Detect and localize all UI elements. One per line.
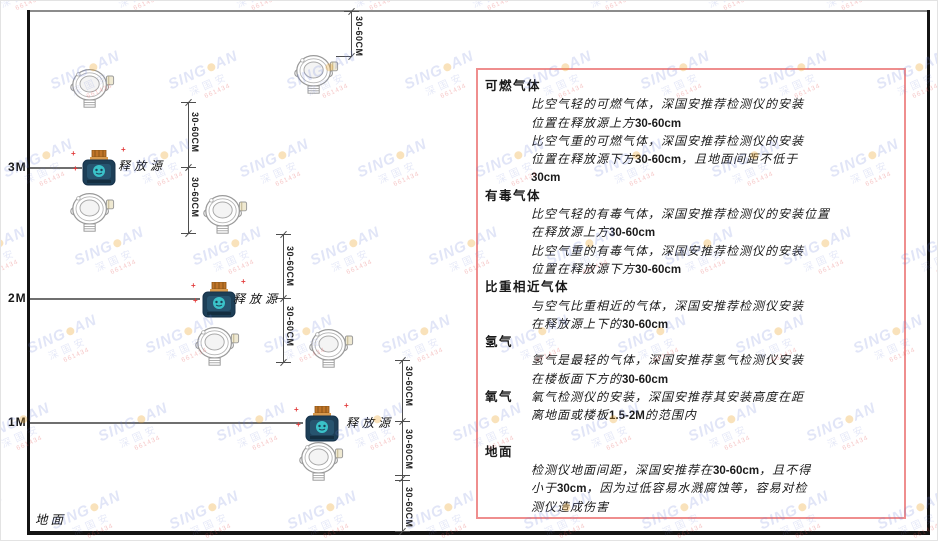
section-heading: 比重相近气体 (485, 280, 570, 295)
release-source-icon (79, 150, 119, 186)
text-line: 检测仪地面间距，深国安推荐在30-60cm，且不得 (531, 462, 812, 477)
text-line: 在释放源上下的30-60cm (531, 316, 669, 331)
text-line: 在楼板面下方的30-60cm (531, 371, 669, 386)
section-heading: 氢气 (485, 335, 514, 350)
panel-section: 可燃气体比空气轻的可燃气体，深国安推荐检测仪的安装 位置在释放源上方30-60cm… (485, 77, 896, 187)
dimension-label: 30-60CM (285, 306, 295, 347)
sparkle-icon: + (241, 277, 246, 286)
dimension-label: 30-60CM (190, 177, 200, 218)
installation-guideline-panel: 可燃气体比空气轻的可燃气体，深国安推荐检测仪的安装 位置在释放源上方30-60cm… (476, 68, 906, 519)
text-line: 位置在释放源下方30-60cm (531, 261, 682, 276)
height-label-3m: 3M (8, 160, 27, 174)
text-line: 离地面或楼板1.5-2M的范围内 (531, 408, 697, 423)
height-line-2m (30, 298, 200, 300)
sparkle-icon: + (344, 401, 349, 410)
gas-detector-icon (194, 326, 240, 366)
sparkle-icon: + (73, 164, 78, 173)
ceiling-line (28, 10, 929, 12)
panel-section: 氢气氢气是最轻的气体，深国安推荐氢气检测仪安装 在楼板面下方的30-60cm (485, 333, 896, 388)
section-paragraph: 比空气重的可燃气体，深国安推荐检测仪的安装 位置在释放源下方30-60cm，且地面… (531, 132, 896, 187)
text-line: 测仪造成伤害 (531, 499, 610, 514)
dimension-label: 30-60CM (190, 112, 200, 153)
panel-sections: 可燃气体比空气轻的可燃气体，深国安推荐检测仪的安装 位置在释放源上方30-60cm… (485, 77, 896, 516)
release-source-label: 释放源 (346, 416, 395, 430)
height-label-2m: 2M (8, 291, 27, 305)
section-paragraph: 氢气是最轻的气体，深国安推荐氢气检测仪安装 在楼板面下方的30-60cm (531, 351, 896, 388)
text-line: 比空气重的有毒气体，深国安推荐检测仪的安装 (531, 243, 805, 258)
release-source-icon (302, 406, 342, 442)
text-line: 位置在释放源下方30-60cm，且地面间距不低于 (531, 152, 799, 167)
dimension-tick (395, 480, 410, 481)
section-heading: 有毒气体 (485, 188, 542, 203)
dimension-label: 30-60CM (404, 429, 414, 470)
panel-section: 氧气 氧气检测仪的安装，深国安推荐其安装高度在距 离地面或楼板1.5-2M的范围内 (485, 388, 896, 425)
section-paragraph: 比空气轻的有毒气体，深国安推荐检测仪的安装位置 在释放源上方30-60cm (531, 205, 896, 242)
sparkle-icon: + (191, 281, 196, 290)
right-wall-line (927, 10, 930, 534)
dimension-line (351, 11, 352, 57)
ground-line (27, 531, 930, 535)
sparkle-icon: + (121, 145, 126, 154)
section-paragraph: 比空气重的有毒气体，深国安推荐检测仪的安装 位置在释放源下方30-60cm (531, 242, 896, 279)
section-paragraph: 检测仪地面间距，深国安推荐在30-60cm，且不得 小于30cm，因为过低容易水溅… (531, 461, 896, 516)
section-paragraph: 氧气检测仪的安装，深国安推荐其安装高度在距 离地面或楼板1.5-2M的范围内 (531, 388, 896, 425)
text-line: 30cm (531, 172, 561, 185)
height-label-1m: 1M (8, 415, 27, 429)
section-paragraph: 与空气比重相近的气体，深国安推荐检测仪安装 在释放源上下的30-60cm (531, 297, 896, 334)
section-heading: 可燃气体 (485, 79, 542, 93)
gas-detector-icon (69, 192, 115, 232)
text-line: 位置在释放源上方30-60cm (531, 115, 682, 130)
dimension-label: 30-60CM (404, 366, 414, 407)
section-heading: 氧气 (485, 390, 514, 405)
sparkle-icon: + (71, 149, 76, 158)
panel-section: 比重相近气体与空气比重相近的气体，深国安推荐检测仪安装 在释放源上下的30-60c… (485, 278, 896, 333)
release-source-label: 释放源 (118, 159, 167, 173)
section-heading: 地面 (485, 444, 514, 459)
dimension-tick (395, 475, 410, 476)
sparkle-icon: + (294, 405, 299, 414)
text-line: 氧气检测仪的安装，深国安推荐其安装高度在距 (531, 390, 805, 405)
height-line-1m (30, 422, 303, 424)
section-paragraph: 比空气轻的可燃气体，深国安推荐检测仪的安装 位置在释放源上方30-60cm (531, 95, 896, 132)
text-line: 与空气比重相近的气体，深国安推荐检测仪安装 (531, 298, 805, 313)
text-line: 氢气是最轻的气体，深国安推荐氢气检测仪安装 (531, 353, 805, 368)
dimension-label: 30-60CM (354, 16, 364, 57)
ground-label: 地面 (35, 513, 67, 527)
sparkle-icon: + (193, 296, 198, 305)
text-line: 比空气轻的有毒气体，深国安推荐检测仪的安装位置 (531, 207, 831, 222)
gas-detector-icon (293, 54, 339, 94)
panel-section: 有毒气体比空气轻的有毒气体，深国安推荐检测仪的安装位置 在释放源上方30-60cm… (485, 187, 896, 278)
sparkle-icon: + (296, 420, 301, 429)
dimension-label: 30-60CM (285, 246, 295, 287)
panel-section: 地面检测仪地面间距，深国安推荐在30-60cm，且不得 小于30cm，因为过低容易… (485, 443, 896, 516)
gas-detector-icon (69, 68, 115, 108)
dimension-tick (336, 56, 351, 57)
gas-detector-icon (298, 441, 344, 481)
height-line-3m (30, 167, 82, 169)
dimension-label: 30-60CM (404, 487, 414, 528)
left-wall-line (27, 10, 30, 534)
release-source-label: 释放源 (233, 292, 282, 306)
gas-detector-icon (202, 194, 248, 234)
text-line: 小于30cm，因为过低容易水溅腐蚀等，容易对检 (531, 481, 808, 496)
gas-detector-icon (308, 328, 354, 368)
text-line: 在释放源上方30-60cm (531, 225, 656, 240)
text-line: 比空气重的可燃气体，深国安推荐检测仪的安装 (531, 133, 805, 148)
text-line: 比空气轻的可燃气体，深国安推荐检测仪的安装 (531, 97, 805, 112)
dimension-line (402, 360, 403, 532)
